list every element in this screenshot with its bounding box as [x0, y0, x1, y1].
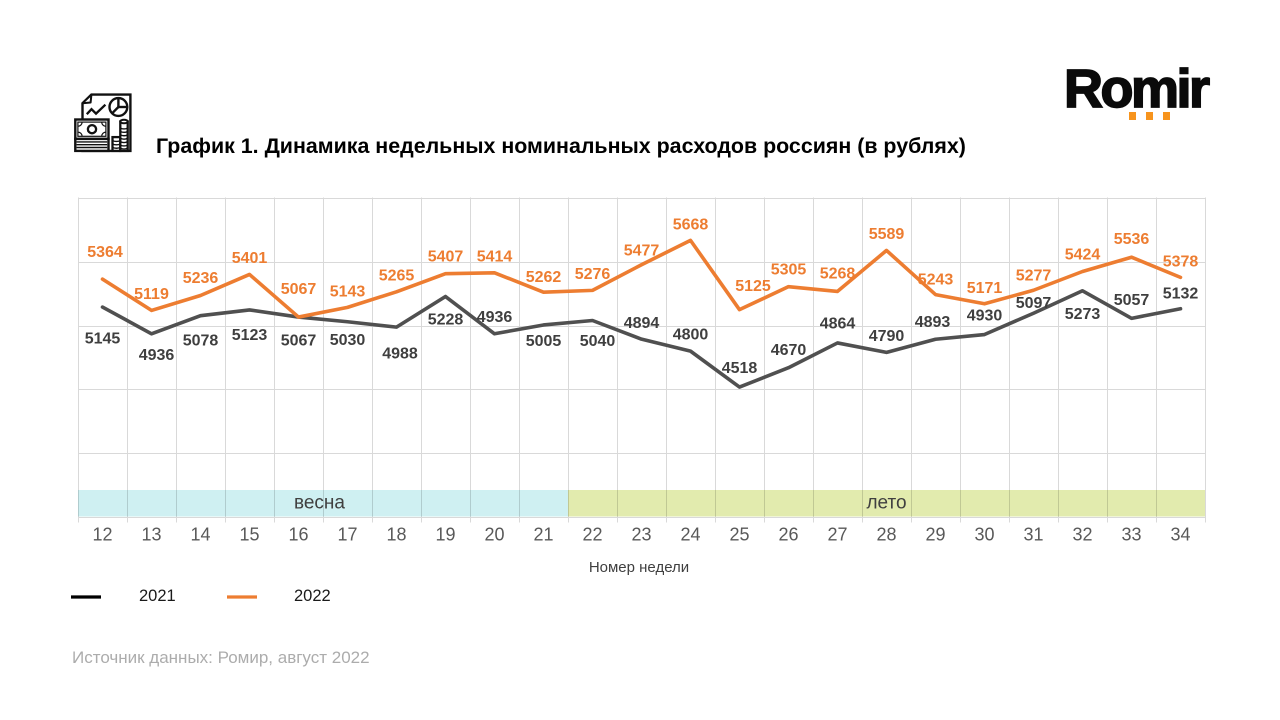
svg-text:лето: лето — [866, 493, 906, 514]
svg-text:весна: весна — [294, 493, 345, 514]
svg-text:27: 27 — [827, 525, 847, 545]
svg-text:31: 31 — [1023, 525, 1043, 545]
svg-text:33: 33 — [1121, 525, 1141, 545]
svg-text:5125: 5125 — [735, 278, 771, 295]
svg-text:4930: 4930 — [967, 308, 1003, 325]
svg-text:15: 15 — [239, 525, 259, 545]
svg-text:4790: 4790 — [869, 328, 905, 345]
svg-text:5268: 5268 — [820, 266, 856, 283]
svg-text:5273: 5273 — [1065, 306, 1101, 323]
svg-text:5171: 5171 — [967, 280, 1003, 297]
svg-text:23: 23 — [631, 525, 651, 545]
svg-text:4893: 4893 — [915, 314, 951, 331]
svg-text:5057: 5057 — [1114, 292, 1150, 309]
svg-text:22: 22 — [582, 525, 602, 545]
svg-text:13: 13 — [141, 525, 161, 545]
svg-text:5262: 5262 — [526, 269, 562, 286]
svg-text:19: 19 — [435, 525, 455, 545]
svg-text:5589: 5589 — [869, 226, 905, 243]
svg-text:32: 32 — [1072, 525, 1092, 545]
svg-text:5145: 5145 — [85, 331, 121, 348]
svg-text:30: 30 — [974, 525, 994, 545]
svg-text:5243: 5243 — [918, 272, 954, 289]
svg-text:12: 12 — [92, 525, 112, 545]
svg-text:25: 25 — [729, 525, 749, 545]
svg-text:14: 14 — [190, 525, 210, 545]
svg-text:5407: 5407 — [428, 249, 464, 266]
svg-text:5067: 5067 — [281, 333, 317, 350]
svg-text:21: 21 — [533, 525, 553, 545]
svg-text:5401: 5401 — [232, 250, 268, 267]
svg-text:5030: 5030 — [330, 332, 366, 349]
svg-text:5414: 5414 — [477, 249, 513, 266]
svg-text:5477: 5477 — [624, 243, 660, 260]
svg-text:5236: 5236 — [183, 270, 219, 287]
svg-text:20: 20 — [484, 525, 504, 545]
svg-text:Источник данных: Ромир, август: Источник данных: Ромир, август 2022 — [72, 648, 370, 667]
svg-text:4670: 4670 — [771, 342, 807, 359]
svg-text:26: 26 — [778, 525, 798, 545]
svg-text:5123: 5123 — [232, 327, 268, 344]
svg-text:5143: 5143 — [330, 284, 366, 301]
svg-text:4894: 4894 — [624, 315, 660, 332]
svg-text:29: 29 — [925, 525, 945, 545]
svg-text:5228: 5228 — [428, 312, 464, 329]
svg-text:16: 16 — [288, 525, 308, 545]
svg-text:5668: 5668 — [673, 217, 709, 234]
svg-text:5305: 5305 — [771, 262, 807, 279]
svg-text:2022: 2022 — [294, 587, 331, 605]
svg-text:5078: 5078 — [183, 333, 219, 350]
svg-text:4988: 4988 — [382, 346, 418, 363]
svg-text:24: 24 — [680, 525, 700, 545]
svg-text:5364: 5364 — [87, 244, 123, 261]
svg-text:5005: 5005 — [526, 333, 562, 350]
svg-text:5119: 5119 — [134, 286, 169, 303]
svg-text:5067: 5067 — [281, 281, 317, 298]
svg-text:2021: 2021 — [139, 587, 176, 605]
svg-text:34: 34 — [1170, 525, 1190, 545]
svg-text:28: 28 — [876, 525, 896, 545]
svg-text:5378: 5378 — [1163, 254, 1199, 271]
svg-text:5536: 5536 — [1114, 231, 1150, 248]
svg-text:4518: 4518 — [722, 360, 758, 377]
svg-text:5276: 5276 — [575, 266, 611, 283]
svg-text:4800: 4800 — [673, 327, 709, 344]
svg-text:4936: 4936 — [139, 347, 175, 364]
svg-text:Номер недели: Номер недели — [589, 559, 689, 576]
svg-text:5132: 5132 — [1163, 286, 1199, 303]
svg-text:17: 17 — [337, 525, 357, 545]
svg-text:4864: 4864 — [820, 316, 856, 333]
svg-text:5424: 5424 — [1065, 247, 1101, 264]
svg-text:4936: 4936 — [477, 309, 513, 326]
svg-text:5040: 5040 — [580, 333, 616, 350]
svg-text:5277: 5277 — [1016, 268, 1052, 285]
svg-text:5265: 5265 — [379, 268, 415, 285]
svg-text:18: 18 — [386, 525, 406, 545]
svg-text:5097: 5097 — [1016, 295, 1052, 312]
